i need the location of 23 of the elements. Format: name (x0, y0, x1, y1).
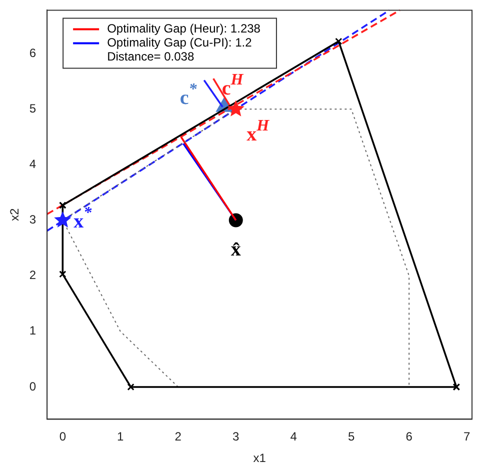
y-tick-label: 2 (29, 268, 36, 282)
x-tick-label: 4 (290, 430, 298, 444)
legend-label: Optimality Gap (Heur): 1.238 (107, 22, 261, 36)
x-tick-label: 3 (232, 430, 240, 444)
annotation: Distance= 0.038 (107, 50, 194, 64)
annotation: c* (180, 81, 198, 110)
y-tick-label: 5 (29, 101, 36, 116)
y-axis-title: x2 (8, 208, 22, 222)
x-tick-label: 5 (348, 430, 355, 444)
y-tick-label: 4 (29, 157, 36, 171)
y-tick-label: 6 (29, 46, 36, 60)
annotation: x* (74, 204, 93, 232)
x-tick-label: 7 (463, 430, 470, 444)
legend-label: Optimality Gap (Cu-PI): 1.2 (107, 36, 252, 50)
y-tick-label: 3 (29, 212, 36, 227)
y-tick-label: 0 (29, 379, 36, 394)
x-tick-label: 1 (117, 430, 124, 444)
x-tick-label: 6 (406, 430, 413, 444)
annotation: x̂ (230, 238, 241, 260)
x-axis-title: x1 (253, 451, 266, 466)
y-tick-label: 1 (29, 324, 36, 338)
x-tick-label: 2 (174, 430, 182, 444)
x-tick-label: 0 (59, 430, 66, 444)
